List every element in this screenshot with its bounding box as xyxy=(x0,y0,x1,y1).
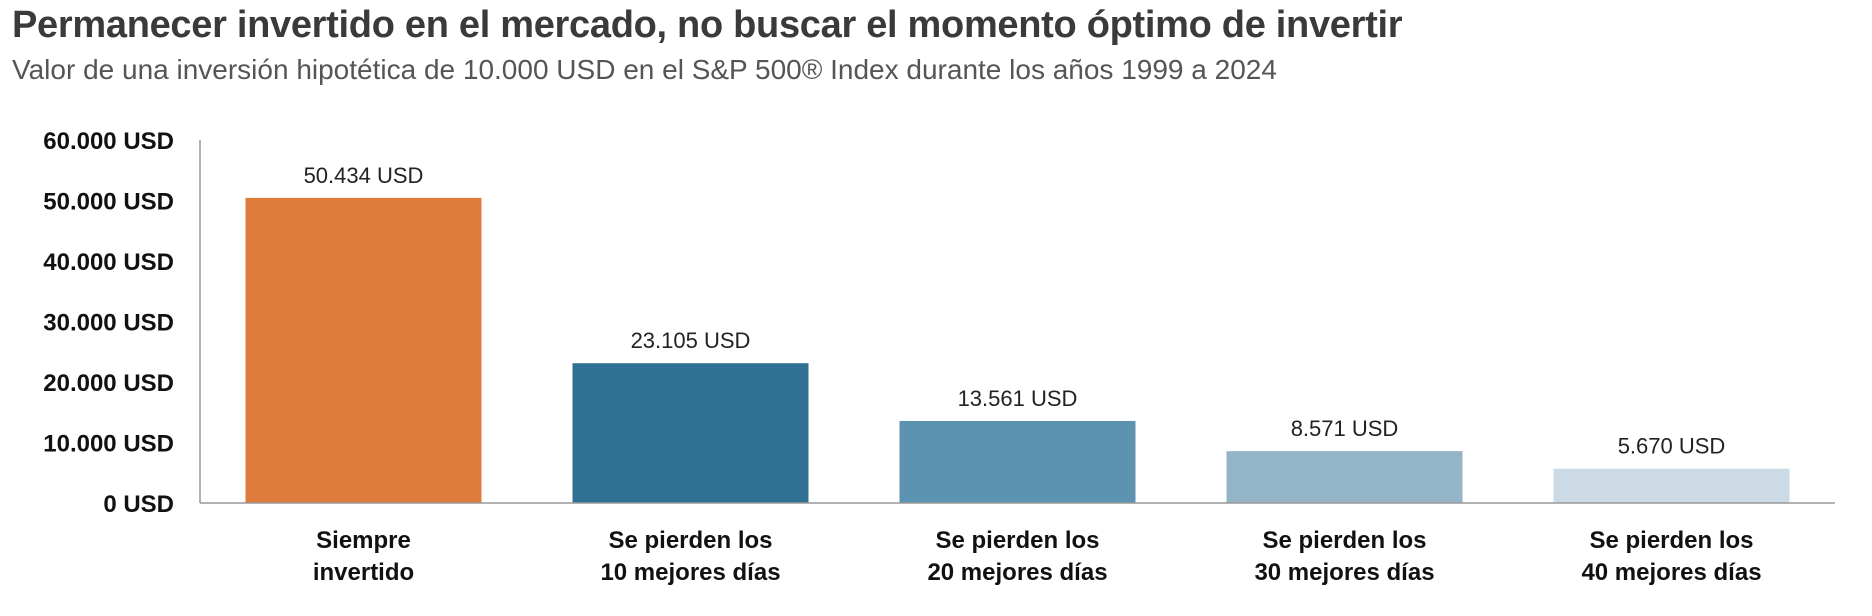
category-label: 10 mejores días xyxy=(600,559,780,586)
category-label: Se pierden los xyxy=(1262,527,1426,554)
bar-value-label: 8.571 USD xyxy=(1291,416,1399,441)
chart-title: Permanecer invertido en el mercado, no b… xyxy=(12,4,1403,46)
y-tick-label: 60.000 USD xyxy=(43,128,174,155)
category-label: Se pierden los xyxy=(935,527,1099,554)
y-tick-label: 30.000 USD xyxy=(43,310,174,337)
category-label: invertido xyxy=(313,559,414,586)
category-label: Se pierden los xyxy=(1589,527,1753,554)
bar xyxy=(899,420,1136,503)
category-label: 20 mejores días xyxy=(927,559,1107,586)
value-labels: 50.434 USD 23.105 USD 13.561 USD 8.571 USD 5… xyxy=(304,163,1726,459)
bar xyxy=(1226,451,1463,503)
category-label: 30 mejores días xyxy=(1254,559,1434,586)
y-tick-label: 10.000 USD xyxy=(43,431,174,458)
bar-value-label: 13.561 USD xyxy=(958,386,1078,411)
category-label: Siempre xyxy=(316,527,411,554)
category-label: 40 mejores días xyxy=(1581,559,1761,586)
y-axis-ticks: 0 USD 10.000 USD 20.000 USD 30.000 USD 40.00… xyxy=(43,128,174,518)
bar-value-label: 23.105 USD xyxy=(631,328,751,353)
bar-value-label: 50.434 USD xyxy=(304,163,424,188)
y-tick-label: 20.000 USD xyxy=(43,370,174,397)
category-labels: Siempre invertido Se pierden los 10 mejores… xyxy=(313,527,1762,586)
bars xyxy=(245,197,1790,503)
bar xyxy=(1553,468,1790,503)
y-tick-label: 50.000 USD xyxy=(43,189,174,216)
y-tick-label: 0 USD xyxy=(103,491,174,518)
chart-subtitle: Valor de una inversión hipotética de 10.… xyxy=(12,54,1277,85)
bar-value-label: 5.670 USD xyxy=(1618,434,1726,459)
bar xyxy=(245,197,482,503)
category-label: Se pierden los xyxy=(608,527,772,554)
bar xyxy=(572,363,809,503)
y-tick-label: 40.000 USD xyxy=(43,249,174,276)
